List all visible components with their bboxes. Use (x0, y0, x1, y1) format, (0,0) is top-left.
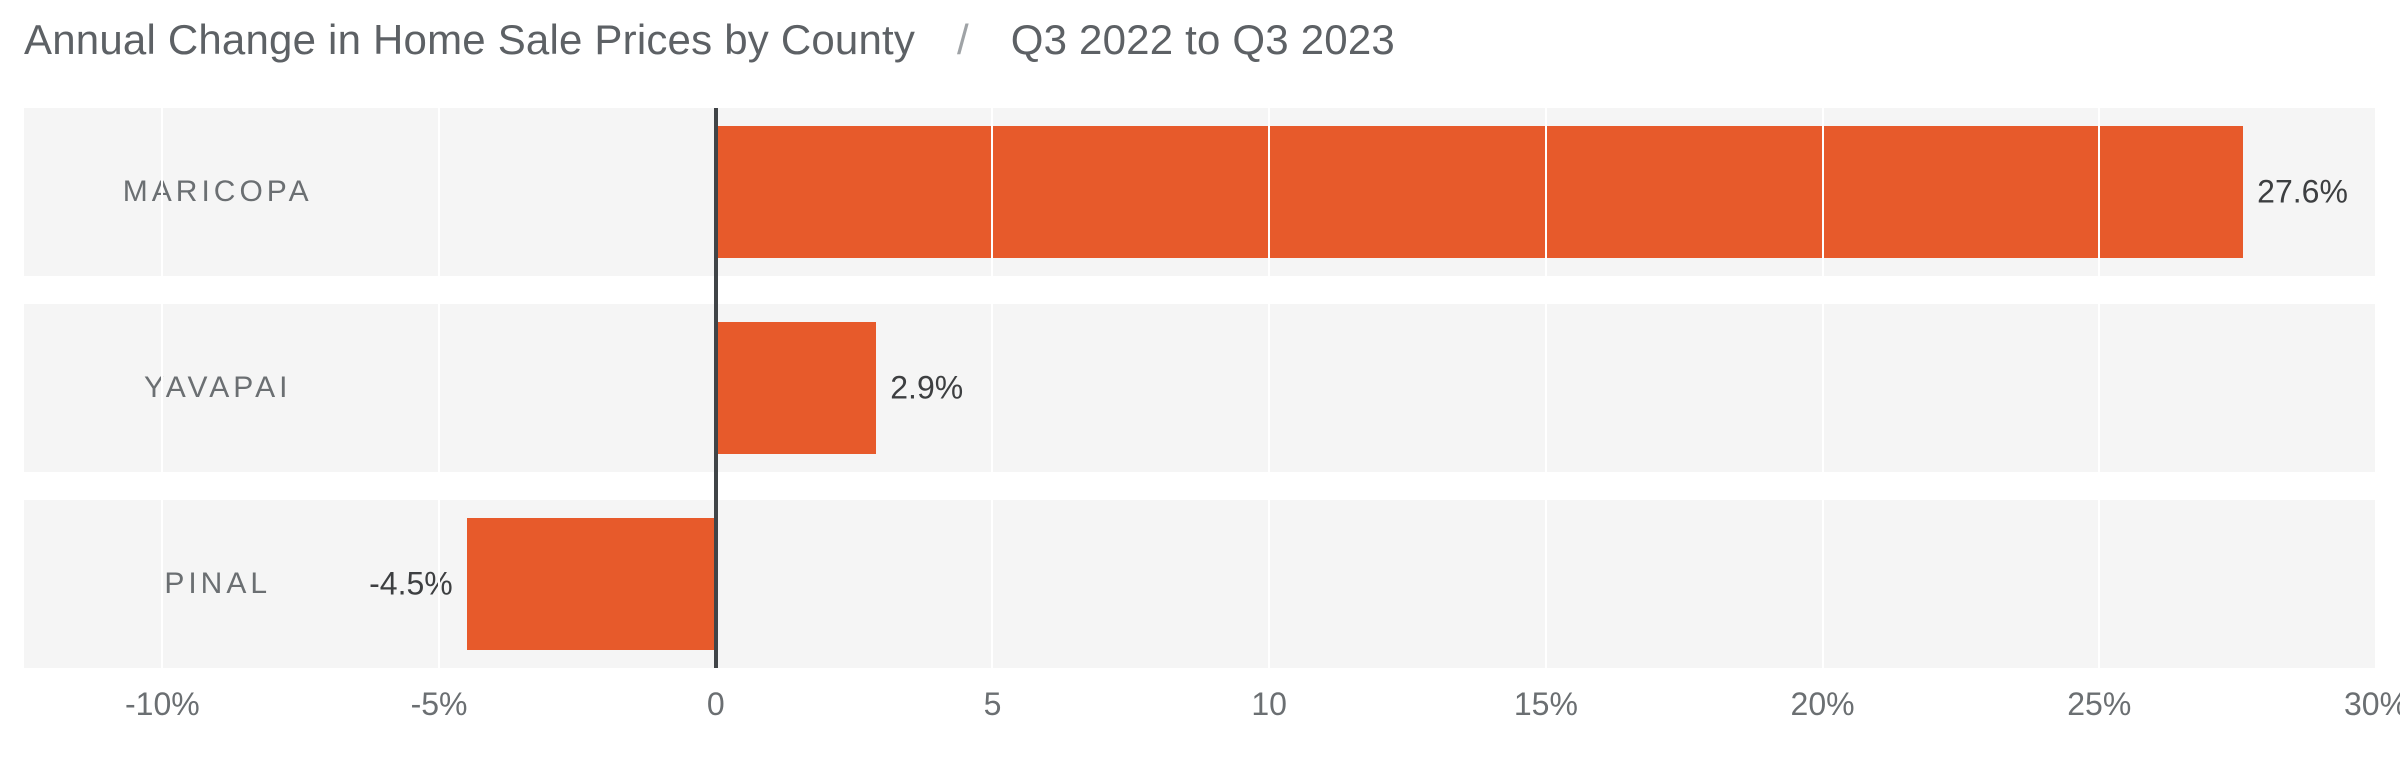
chart-gridline (1268, 108, 1270, 668)
chart-gridline (2375, 108, 2377, 668)
chart-x-axis: -10%-5%051015%20%25%30% (24, 668, 2376, 728)
bar-value-label: -4.5% (369, 566, 453, 603)
x-tick-label: 25% (2067, 686, 2131, 723)
chart-gridline (438, 108, 440, 668)
chart-container: Annual Change in Home Sale Prices by Cou… (0, 0, 2400, 765)
x-tick-label: 15% (1514, 686, 1578, 723)
chart-row: MARICOPA 27.6% (24, 108, 2376, 276)
chart-bar (467, 518, 716, 649)
chart-title-separator: / (957, 16, 969, 64)
chart-bar (716, 322, 876, 453)
x-tick-label: -5% (411, 686, 468, 723)
chart-title-sub: Q3 2022 to Q3 2023 (1011, 16, 1395, 63)
x-tick-label: 0 (707, 686, 725, 723)
chart-row: YAVAPAI 2.9% (24, 304, 2376, 472)
category-label: YAVAPAI (88, 371, 348, 405)
chart-gridline (161, 108, 163, 668)
chart-plot-area: MARICOPA 27.6% YAVAPAI 2.9% PINAL -4.5% -10% -… (24, 108, 2376, 728)
chart-bar (716, 126, 2243, 257)
x-tick-label: 5 (984, 686, 1002, 723)
chart-rows: MARICOPA 27.6% YAVAPAI 2.9% PINAL -4.5% (24, 108, 2376, 668)
category-label: PINAL (88, 567, 348, 601)
chart-row: PINAL -4.5% (24, 500, 2376, 668)
chart-title-row: Annual Change in Home Sale Prices by Cou… (24, 16, 1395, 64)
chart-gridline (991, 108, 993, 668)
x-tick-label: 20% (1791, 686, 1855, 723)
chart-gridline (1822, 108, 1824, 668)
chart-zero-line (714, 108, 718, 668)
chart-gridline (1545, 108, 1547, 668)
chart-row-bg (24, 304, 2376, 472)
bar-value-label: 2.9% (890, 370, 963, 407)
x-tick-label: 10 (1251, 686, 1287, 723)
x-tick-label: -10% (125, 686, 200, 723)
bar-value-label: 27.6% (2257, 174, 2348, 211)
chart-title-main: Annual Change in Home Sale Prices by Cou… (24, 16, 915, 63)
x-tick-label: 30% (2344, 686, 2400, 723)
chart-gridline (2098, 108, 2100, 668)
category-label: MARICOPA (88, 175, 348, 209)
